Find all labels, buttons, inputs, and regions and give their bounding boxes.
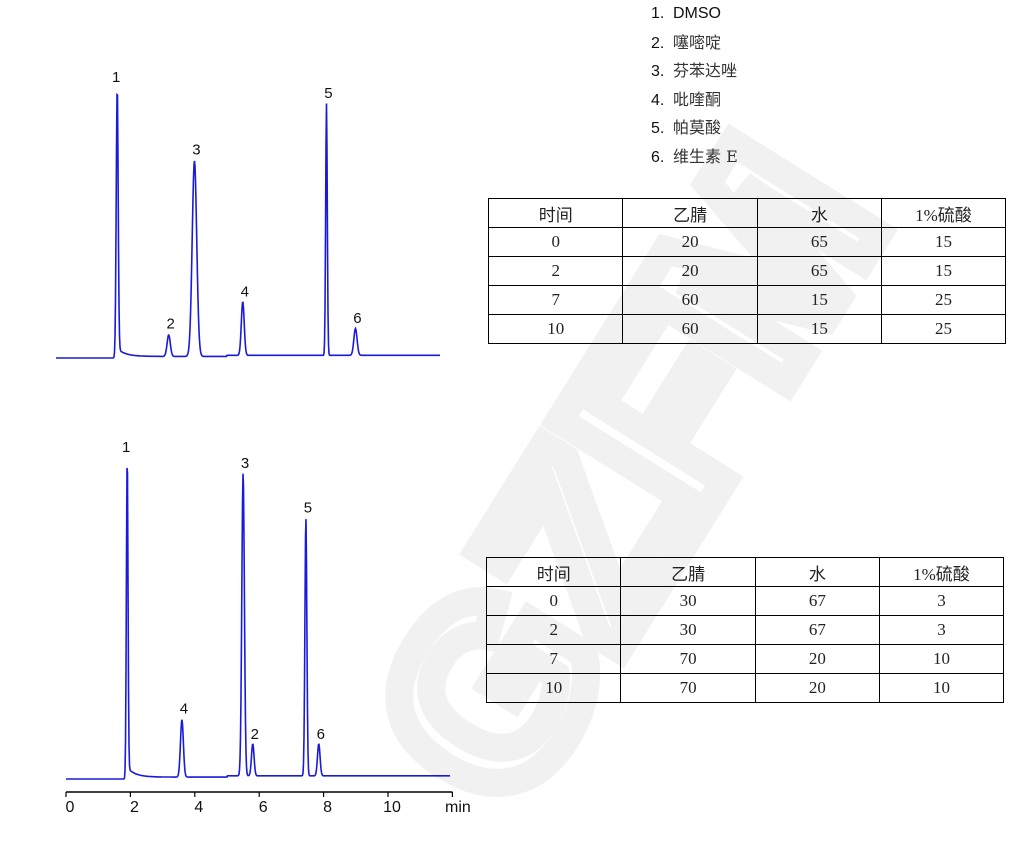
peak-label: 1 bbox=[122, 439, 130, 456]
table-header-row: 时间 乙腈水 1%硫酸 bbox=[485, 557, 1005, 587]
table-cell: 15 bbox=[756, 285, 882, 315]
table-cell: 30 bbox=[620, 615, 756, 645]
chromatogram-trace bbox=[56, 92, 440, 359]
legend-num: 6. bbox=[651, 148, 665, 166]
legend-item: 4. 吡喹酮 bbox=[651, 89, 738, 118]
x-tick-label: 8 bbox=[323, 799, 332, 816]
table-row: 2 20 65 15 bbox=[487, 256, 1007, 286]
legend-item: 2. 噻嘧啶 bbox=[651, 32, 738, 61]
table-header-cell: 1%硫酸 bbox=[880, 198, 1007, 228]
legend-name: 吡喹酮 bbox=[673, 89, 722, 109]
peak-label: 6 bbox=[317, 726, 325, 743]
table-cell: 70 bbox=[620, 673, 756, 703]
table-cell: 65 bbox=[756, 227, 882, 257]
table-cell: 20 bbox=[754, 644, 880, 674]
gradient-table-2: 时间 乙腈水 1%硫酸 0 30 67 3 2 30 67 3 7 70 20 10 10 70 20 10 bbox=[485, 557, 1005, 703]
legend-item: 6. 维生素 E bbox=[651, 146, 738, 175]
table-cell: 3 bbox=[878, 615, 1005, 645]
peak-legend: 1. DMSO 2. 噻嘧啶 3. 芬苯达唑 4. 吡喹酮 5. 帕莫酸 6. 维生素 E bbox=[651, 3, 738, 175]
table-cell: 10 bbox=[878, 644, 1005, 674]
table-cell: 3 bbox=[878, 586, 1005, 616]
table-row: 0 30 67 3 bbox=[485, 586, 1005, 616]
peak-label: 2 bbox=[251, 726, 259, 743]
table-cell: 10 bbox=[485, 673, 622, 703]
x-tick-label: 0 bbox=[66, 799, 75, 816]
table-cell: 7 bbox=[487, 285, 624, 315]
table-cell: 10 bbox=[878, 673, 1005, 703]
x-axis-label: min bbox=[445, 799, 471, 816]
x-tick-label: 10 bbox=[383, 799, 401, 816]
peak-label: 4 bbox=[180, 701, 188, 718]
table-row: 7 60 15 25 bbox=[487, 285, 1007, 315]
table-cell: 15 bbox=[880, 256, 1007, 286]
legend-item: 1. DMSO bbox=[651, 3, 738, 32]
legend-item: 5. 帕莫酸 bbox=[651, 117, 738, 146]
x-tick-label: 2 bbox=[130, 799, 139, 816]
x-tick-label: 4 bbox=[194, 799, 203, 816]
table-header-cell: 水 bbox=[754, 557, 880, 587]
gradient-table-1: 时间 乙腈水 1%硫酸 0 20 65 15 2 20 65 15 7 60 15 25 10 60 15 25 bbox=[487, 198, 1007, 344]
legend-name: 芬苯达唑 bbox=[673, 61, 738, 81]
peak-label: 3 bbox=[241, 455, 249, 472]
x-tick-label: 6 bbox=[259, 799, 268, 816]
table-cell: 0 bbox=[485, 586, 622, 616]
table-row: 7 70 20 10 bbox=[485, 644, 1005, 674]
table-cell: 67 bbox=[754, 615, 880, 645]
peak-label: 6 bbox=[353, 310, 361, 327]
table-row: 0 20 65 15 bbox=[487, 227, 1007, 257]
legend-num: 3. bbox=[651, 63, 665, 81]
legend-item: 3. 芬苯达唑 bbox=[651, 60, 738, 89]
table-header-cell: 1%硫酸 bbox=[878, 557, 1005, 587]
table-cell: 67 bbox=[754, 586, 880, 616]
table-header-cell: 乙腈 bbox=[622, 198, 758, 228]
peak-label: 3 bbox=[192, 141, 200, 158]
table-cell: 25 bbox=[880, 314, 1007, 344]
legend-num: 1. bbox=[651, 5, 665, 22]
table-cell: 20 bbox=[622, 227, 758, 257]
table-cell: 20 bbox=[754, 673, 880, 703]
table-cell: 0 bbox=[487, 227, 624, 257]
legend-num: 4. bbox=[651, 91, 665, 109]
table-cell: 15 bbox=[880, 227, 1007, 257]
legend-num: 2. bbox=[651, 34, 665, 52]
table-header-row: 时间 乙腈水 1%硫酸 bbox=[487, 198, 1007, 228]
table-row: 2 30 67 3 bbox=[485, 615, 1005, 645]
peak-label: 4 bbox=[241, 283, 249, 300]
peak-label: 5 bbox=[324, 85, 332, 102]
table-cell: 25 bbox=[880, 285, 1007, 315]
table-cell: 20 bbox=[622, 256, 758, 286]
table-cell: 60 bbox=[622, 314, 758, 344]
table-cell: 70 bbox=[620, 644, 756, 674]
legend-name: DMSO bbox=[673, 5, 721, 22]
legend-num: 5. bbox=[651, 120, 665, 138]
table-cell: 60 bbox=[622, 285, 758, 315]
legend-name: 维生素 E bbox=[673, 146, 738, 166]
table-cell: 7 bbox=[485, 644, 622, 674]
table-header-cell: 时间 bbox=[485, 557, 622, 587]
table-cell: 2 bbox=[485, 615, 622, 645]
table-cell: 30 bbox=[620, 586, 756, 616]
table-cell: 65 bbox=[756, 256, 882, 286]
table-header-cell: 乙腈 bbox=[620, 557, 756, 587]
legend-name: 噻嘧啶 bbox=[673, 32, 722, 52]
peak-label: 1 bbox=[112, 69, 120, 86]
peak-label: 2 bbox=[167, 316, 175, 333]
table-row: 10 60 15 25 bbox=[487, 314, 1007, 344]
peak-label: 5 bbox=[304, 500, 312, 517]
legend-name: 帕莫酸 bbox=[673, 118, 722, 138]
chromatogram-trace bbox=[66, 467, 450, 780]
table-cell: 10 bbox=[487, 314, 624, 344]
table-cell: 2 bbox=[487, 256, 624, 286]
table-cell: 15 bbox=[756, 314, 882, 344]
table-header-cell: 水 bbox=[756, 198, 882, 228]
table-row: 10 70 20 10 bbox=[485, 673, 1005, 703]
table-header-cell: 时间 bbox=[487, 198, 624, 228]
